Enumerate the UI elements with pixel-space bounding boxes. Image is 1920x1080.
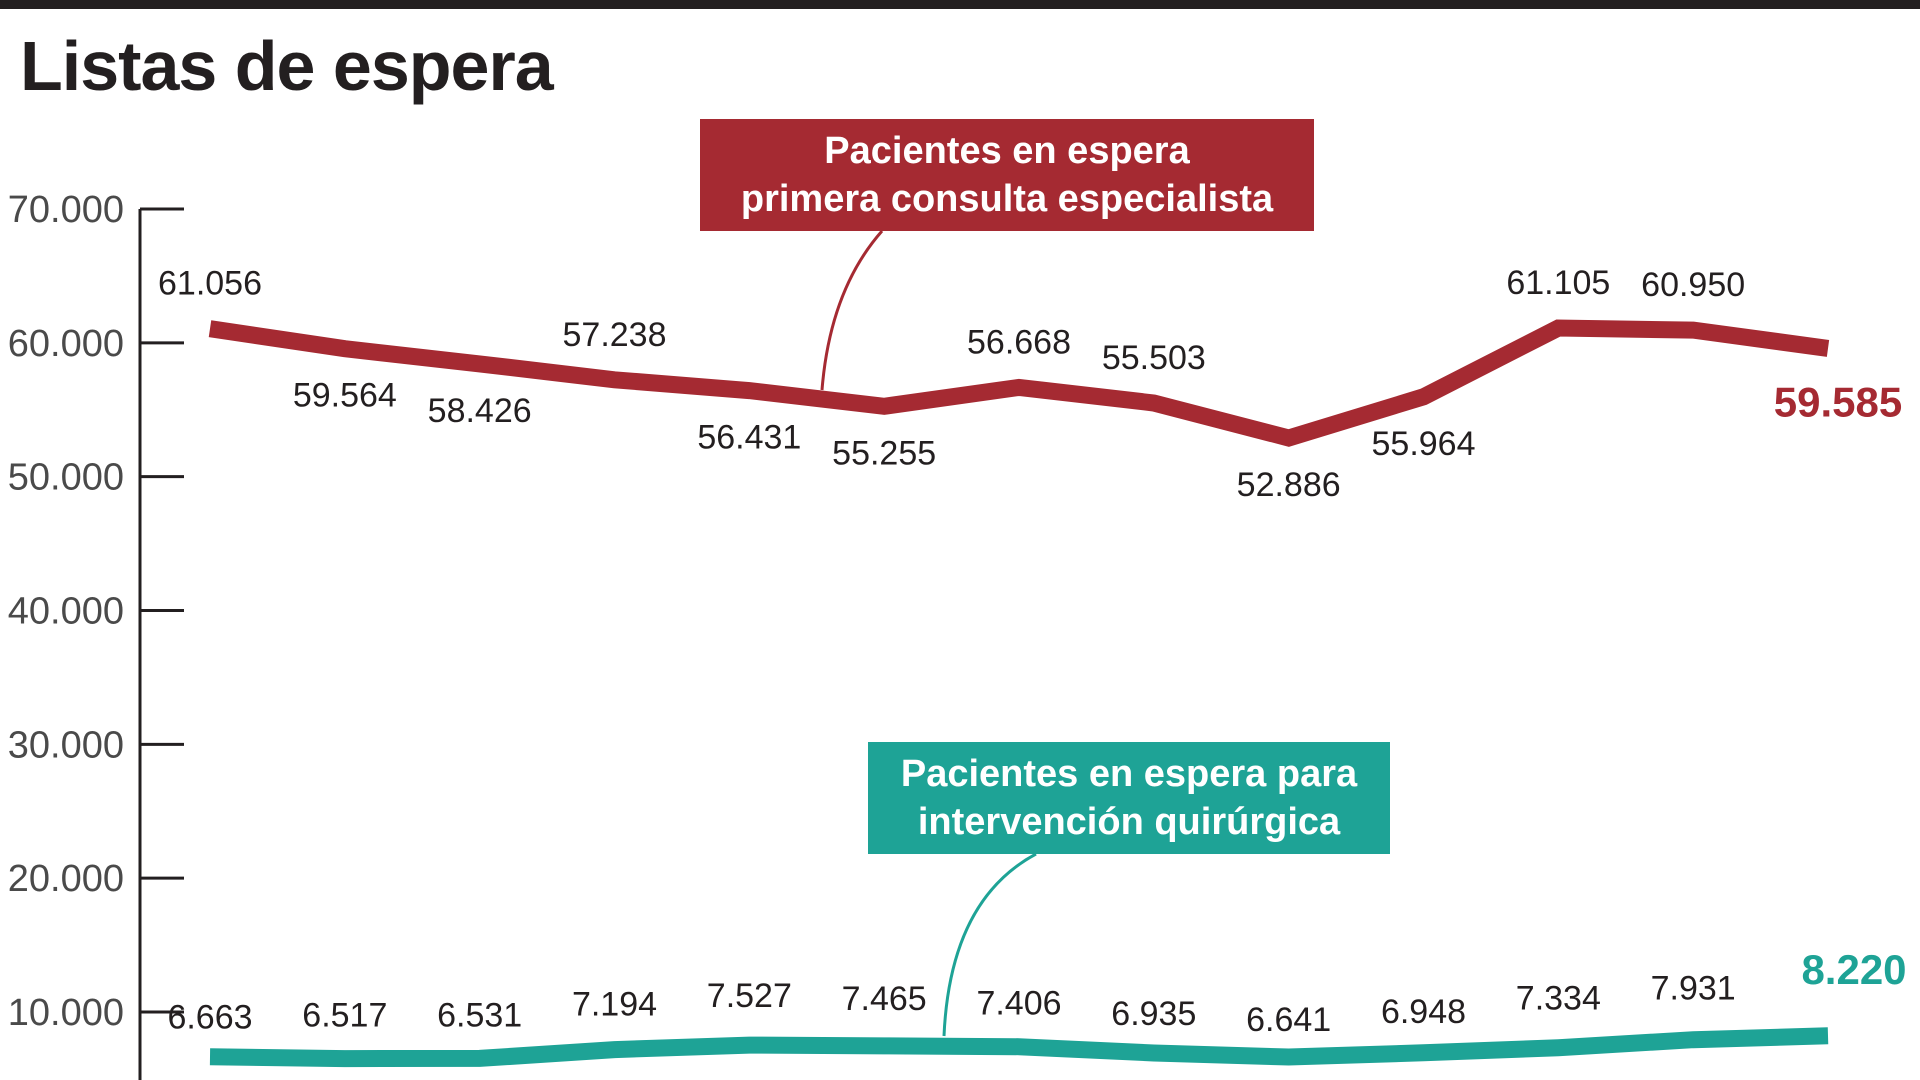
- data-label: 6.935: [1111, 995, 1196, 1033]
- chart-title: Listas de espera: [20, 27, 554, 105]
- y-tick-label: 30.000: [8, 724, 124, 766]
- series-line-2: [209, 1027, 1829, 1068]
- callout-leader-line: [942, 852, 1037, 1037]
- data-label: 61.056: [158, 265, 262, 303]
- data-label: 6.531: [437, 996, 522, 1034]
- callout-leader-line: [820, 230, 884, 391]
- data-label: 7.334: [1516, 980, 1601, 1018]
- data-label: 60.950: [1641, 266, 1745, 304]
- legend-callout-box: [700, 119, 1314, 231]
- legend-label: primera consulta especialista: [741, 178, 1274, 220]
- data-label: 6.517: [302, 997, 387, 1035]
- data-label-latest: 8.220: [1801, 946, 1906, 993]
- legend-callout-box: [868, 742, 1390, 854]
- data-label: 7.527: [707, 977, 792, 1015]
- data-label: 7.465: [842, 980, 927, 1018]
- top-rule: [0, 0, 1920, 9]
- legend-label: Pacientes en espera: [824, 130, 1190, 172]
- data-label: 6.948: [1381, 993, 1466, 1031]
- data-label: 52.886: [1237, 466, 1341, 504]
- data-label: 55.503: [1102, 339, 1206, 377]
- data-label: 56.668: [967, 323, 1071, 361]
- y-tick-label: 10.000: [8, 992, 124, 1034]
- y-tick-label: 50.000: [8, 457, 124, 499]
- data-label-latest: 59.585: [1774, 378, 1902, 425]
- y-tick-label: 70.000: [8, 189, 124, 231]
- data-label: 58.426: [428, 392, 532, 430]
- series-line-1: [208, 319, 1830, 447]
- data-label: 7.406: [976, 985, 1061, 1023]
- y-tick-label: 60.000: [8, 323, 124, 365]
- data-label: 6.663: [167, 999, 252, 1037]
- y-tick-label: 20.000: [8, 858, 124, 900]
- data-label: 61.105: [1506, 264, 1610, 302]
- data-label: 56.431: [697, 419, 801, 457]
- data-label: 55.255: [832, 434, 936, 472]
- data-label: 57.238: [563, 316, 667, 354]
- legend-label: Pacientes en espera para: [901, 753, 1358, 795]
- y-tick-label: 40.000: [8, 591, 124, 633]
- data-label: 55.964: [1372, 425, 1476, 463]
- data-label: 7.931: [1651, 970, 1736, 1008]
- legend-label: intervención quirúrgica: [918, 801, 1341, 843]
- data-label: 7.194: [572, 986, 657, 1024]
- data-label: 59.564: [293, 377, 397, 415]
- data-label: 6.641: [1246, 1001, 1331, 1039]
